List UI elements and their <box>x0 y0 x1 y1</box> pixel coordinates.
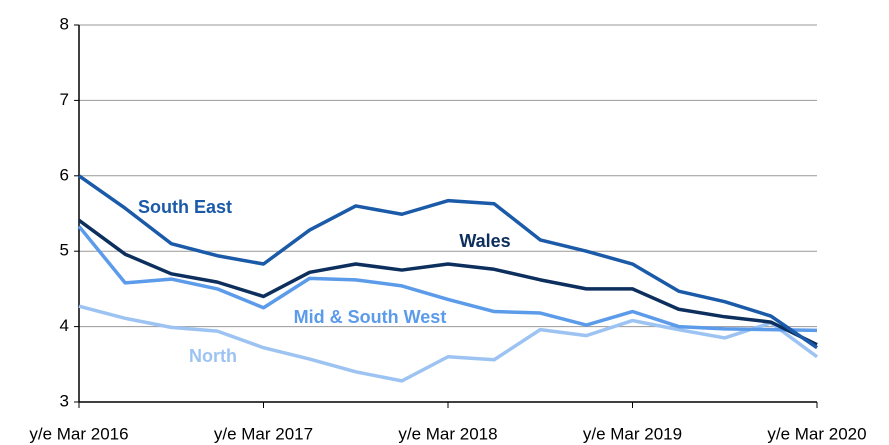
series-label: Wales <box>459 231 510 251</box>
series-line <box>77 225 818 333</box>
series-line <box>78 304 819 383</box>
x-tick-label: y/e Mar 2018 <box>398 424 497 443</box>
series-label: North <box>189 346 237 366</box>
x-tick-label: y/e Mar 2016 <box>29 424 128 443</box>
y-tick-label: 4 <box>60 316 69 335</box>
y-tick-label: 6 <box>60 165 69 184</box>
y-tick-label: 7 <box>60 90 69 109</box>
series-line <box>77 174 818 350</box>
series-line <box>77 218 818 347</box>
x-tick-label: y/e Mar 2019 <box>583 424 682 443</box>
x-tick-label: y/e Mar 2017 <box>214 424 313 443</box>
y-tick-label: 8 <box>60 14 69 33</box>
y-tick-label: 5 <box>60 241 69 260</box>
y-tick-label: 3 <box>60 391 69 410</box>
series-label: South East <box>138 197 232 217</box>
x-tick-label: y/e Mar 2020 <box>767 424 866 443</box>
series-label: Mid & South West <box>294 307 447 327</box>
